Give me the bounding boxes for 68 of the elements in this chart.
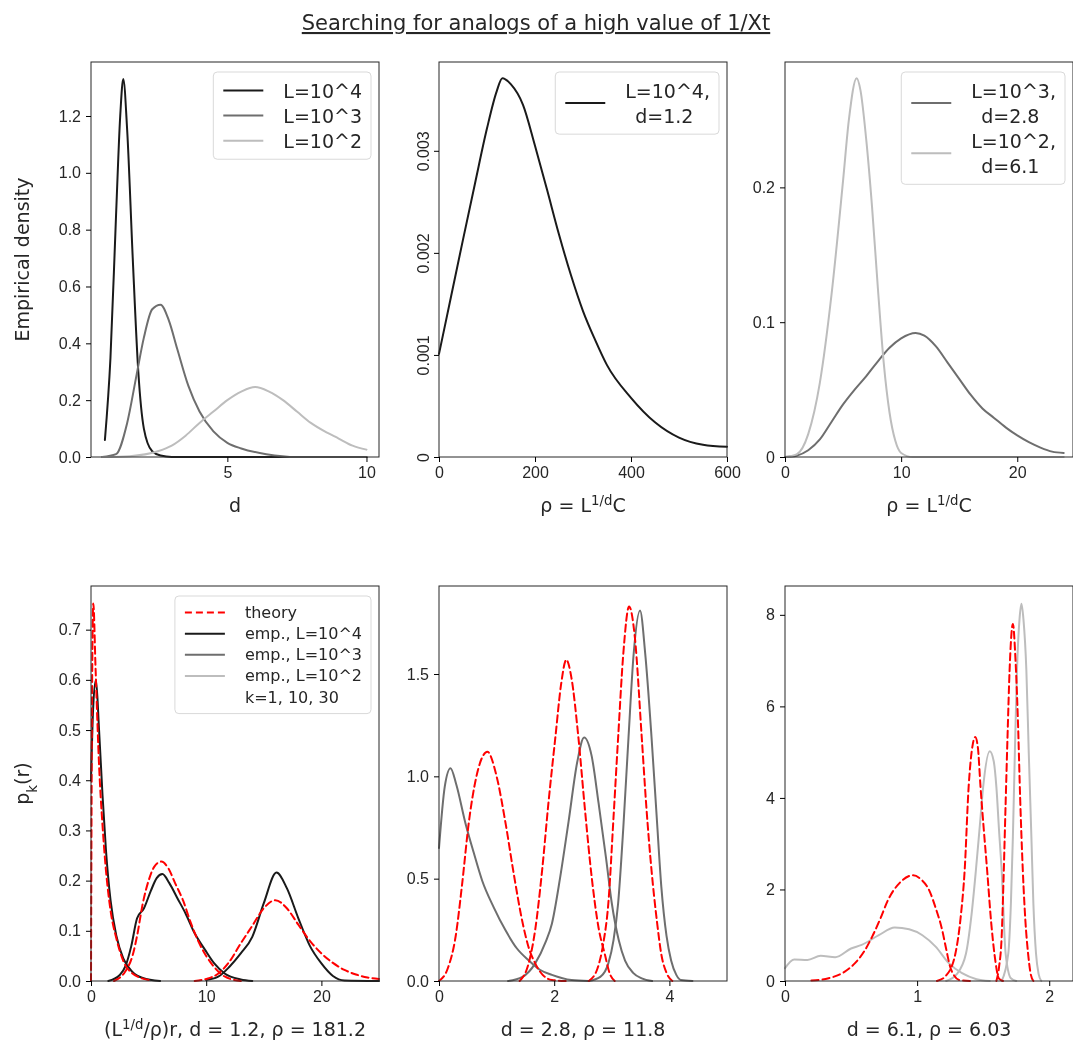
y-tick-label: 0.5 [58, 721, 82, 739]
y-tick-label: 1.5 [406, 665, 430, 683]
y-tick-label: 0 [415, 452, 432, 462]
legend-label: L=10^4, d=1.2 [625, 79, 710, 127]
x-tick-label: 2 [550, 988, 560, 1006]
x-axis-title: d [228, 494, 242, 516]
x-tick-label: 600 [714, 464, 741, 482]
x-tick-label: 20 [313, 988, 331, 1006]
y-tick-label: 0.001 [415, 335, 432, 376]
x-axis-title: (L$^{1/d}$/ρ)r, d = 1.2, ρ = 181.2 [104, 1016, 366, 1040]
y-tick-label: 0.1 [58, 922, 82, 940]
y-tick-label: 0 [766, 972, 776, 990]
x-axis-title: ρ = L$^{1/d}$C [886, 492, 972, 516]
y-tick-label: 0.5 [406, 870, 430, 888]
legend-label: emp., L=10^2 [244, 666, 362, 686]
y-tick-label: 1.0 [406, 767, 430, 785]
x-tick-label: 20 [1008, 464, 1027, 482]
y-tick-label: 0.0 [58, 972, 82, 990]
x-tick-label: 10 [358, 464, 376, 482]
y-tick-label: 0.4 [58, 771, 82, 789]
y-tick-label: 0.2 [58, 872, 82, 890]
x-tick-label: 400 [618, 464, 645, 482]
x-axis-title: d = 6.1, ρ = 6.03 [846, 1018, 1012, 1040]
legend-label: emp., L=10^3 [244, 645, 362, 665]
legend-label: L=10^2, d=6.1 [971, 129, 1056, 177]
y-tick-label: 4 [766, 789, 776, 807]
annotation: k=1, 10, 30 [244, 687, 339, 707]
y-tick-label: 1.0 [58, 164, 82, 182]
x-tick-label: 2 [1045, 988, 1055, 1006]
y-tick-label: 2 [766, 881, 776, 899]
y-tick-label: 0.0 [58, 448, 82, 466]
y-tick-label: 0.3 [58, 822, 82, 840]
y-tick-label: 0.4 [58, 334, 82, 352]
legend-label: theory [244, 603, 297, 623]
y-tick-label: 0.8 [58, 221, 82, 239]
y-tick-label: 0.7 [58, 621, 82, 639]
y-axis-title: Empirical density [11, 177, 33, 342]
x-tick-label: 0 [781, 464, 791, 482]
legend-label: L=10^3, d=2.8 [971, 79, 1056, 127]
x-tick-label: 0 [435, 988, 445, 1006]
y-tick-label: 1.2 [58, 107, 82, 125]
y-tick-label: 8 [766, 606, 776, 624]
y-tick-label: 0 [766, 448, 776, 466]
y-tick-label: 0.6 [58, 671, 82, 689]
x-tick-label: 5 [223, 464, 233, 482]
y-tick-label: 0.0 [406, 972, 430, 990]
x-tick-label: 0 [87, 988, 97, 1006]
y-tick-label: 6 [766, 698, 776, 715]
y-tick-label: 0.2 [752, 179, 776, 196]
legend-label: L=10^4 [283, 79, 362, 102]
x-tick-label: 10 [892, 464, 911, 482]
text: Searching for analogs of a high value of 1/Xt [301, 11, 771, 35]
x-axis-title: d = 2.8, ρ = 11.8 [500, 1018, 666, 1040]
y-tick-label: 0.6 [58, 278, 82, 296]
y-tick-label: 0.002 [415, 233, 432, 274]
x-tick-label: 200 [522, 464, 549, 482]
legend-label: L=10^3 [283, 104, 362, 127]
x-tick-label: 0 [781, 988, 791, 1006]
x-tick-label: 4 [665, 988, 675, 1006]
x-tick-label: 10 [197, 988, 216, 1006]
y-tick-label: 0.003 [415, 131, 432, 172]
legend-label: L=10^2 [283, 129, 362, 152]
x-tick-label: 0 [435, 464, 445, 482]
x-axis-title: ρ = L$^{1/d}$C [540, 492, 626, 516]
x-tick-label: 1 [913, 988, 923, 1006]
y-tick-label: 0.1 [752, 313, 776, 331]
legend-label: emp., L=10^4 [244, 624, 362, 644]
y-tick-label: 0.2 [58, 391, 82, 409]
